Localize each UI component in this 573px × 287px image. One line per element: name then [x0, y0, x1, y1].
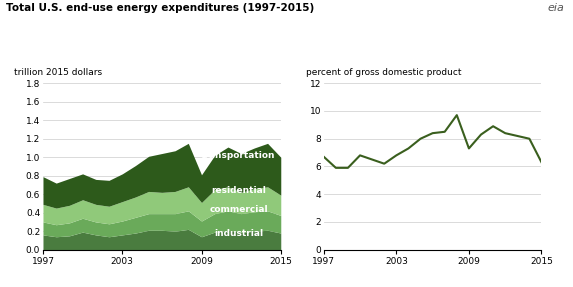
Text: commercial: commercial — [209, 205, 268, 214]
Text: transportation: transportation — [201, 151, 276, 160]
Text: eia: eia — [548, 3, 564, 13]
Text: industrial: industrial — [214, 230, 263, 238]
Text: percent of gross domestic product: percent of gross domestic product — [307, 67, 462, 77]
Text: residential: residential — [211, 186, 266, 195]
Text: Total U.S. end-use energy expenditures (1997-2015): Total U.S. end-use energy expenditures (… — [6, 3, 314, 13]
Text: trillion 2015 dollars: trillion 2015 dollars — [14, 67, 103, 77]
